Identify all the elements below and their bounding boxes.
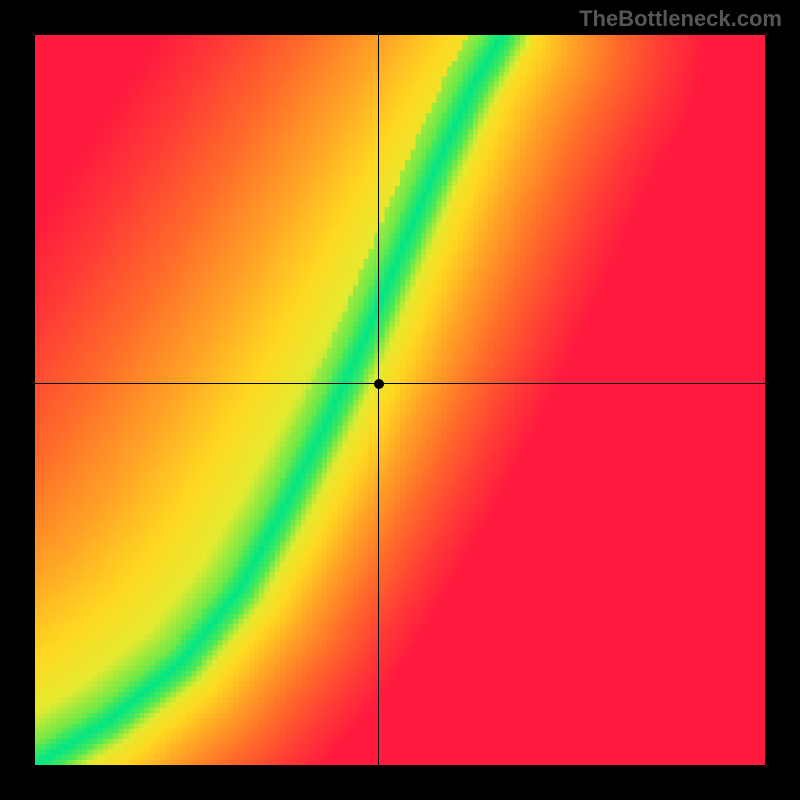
watermark-text: TheBottleneck.com [579,6,782,32]
chart-container: TheBottleneck.com [0,0,800,800]
crosshair-marker [374,379,384,389]
crosshair-vertical [378,35,379,765]
bottleneck-heatmap [35,35,765,765]
crosshair-horizontal [35,383,765,384]
